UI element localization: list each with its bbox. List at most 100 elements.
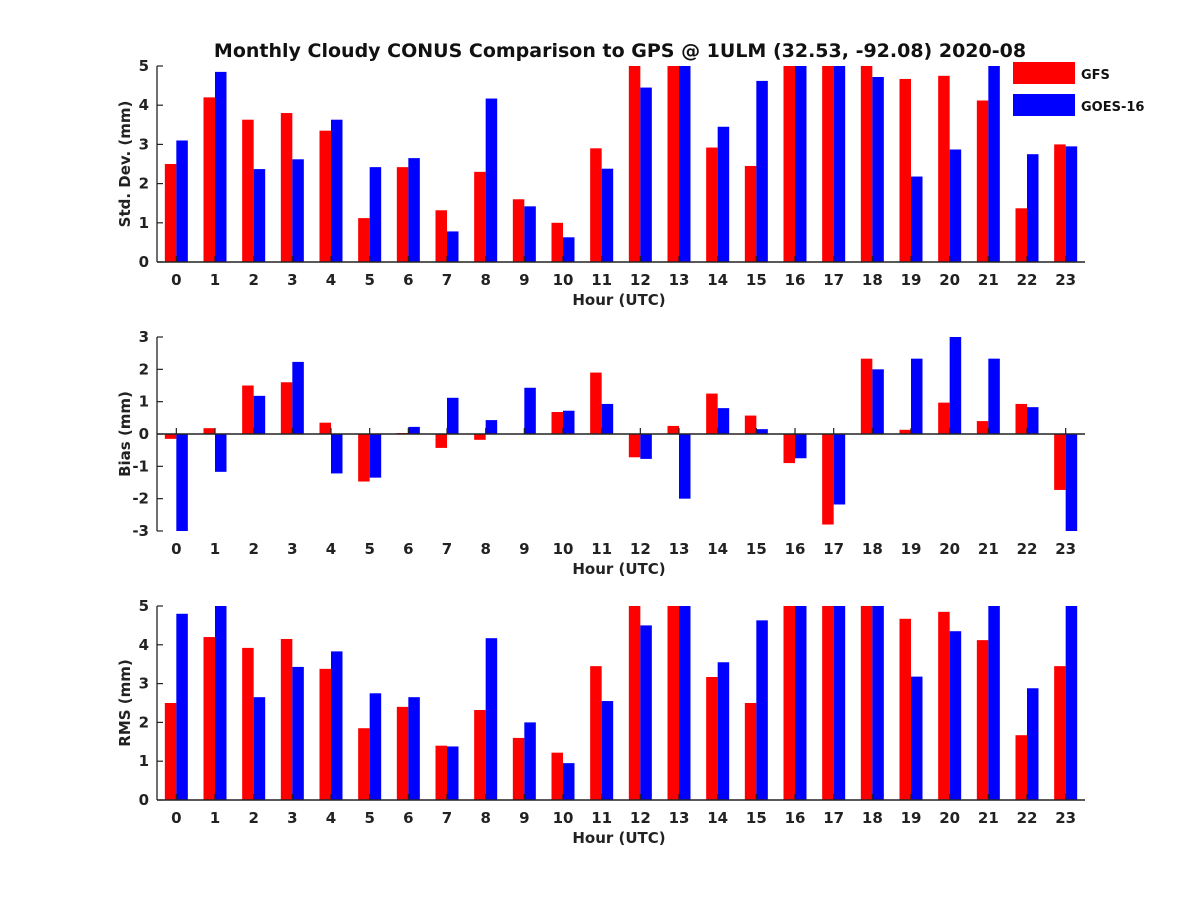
bias-bar-goes16-6: [408, 426, 420, 434]
rms-bar-gfs-4: [319, 668, 331, 800]
rms-xtick-label-12: 12: [630, 809, 651, 827]
bias-bar-gfs-10: [551, 412, 563, 434]
std-dev-bar-gfs-19: [899, 78, 911, 262]
std-dev-bar-goes16-20: [949, 149, 962, 262]
std-dev-xtick-label-4: 4: [326, 271, 336, 289]
rms-bar-goes16-6: [408, 697, 420, 800]
bias-bar-goes16-9: [524, 387, 536, 434]
std-dev-xtick-label-13: 13: [669, 271, 690, 289]
std-dev-xtick-label-17: 17: [823, 271, 844, 289]
std-dev-xtick-label-2: 2: [248, 271, 258, 289]
rms-bar-gfs-12: [628, 606, 641, 800]
std-dev-ytick-label-1: 1: [139, 214, 149, 232]
bias-bar-gfs-13: [667, 425, 679, 434]
rms-xtick-label-20: 20: [939, 809, 960, 827]
std-dev-bar-goes16-16: [795, 66, 807, 262]
rms-xtick-label-0: 0: [171, 809, 181, 827]
rms-xtick-label-23: 23: [1055, 809, 1076, 827]
bias-bar-goes16-18: [872, 369, 884, 434]
bias-bar-goes16-10: [563, 410, 575, 434]
bias-bar-goes16-8: [485, 420, 498, 434]
bias-bar-goes16-12: [640, 434, 652, 459]
std-dev-bar-gfs-14: [706, 147, 718, 262]
std-dev-bar-goes16-10: [563, 237, 575, 262]
rms-bar-goes16-12: [640, 625, 652, 800]
rms-bar-gfs-10: [551, 752, 563, 800]
std-dev-bar-goes16-1: [215, 71, 227, 262]
std-dev-bar-gfs-4: [319, 130, 331, 262]
bias-xtick-label-14: 14: [707, 540, 728, 558]
bias-bar-gfs-2: [242, 385, 254, 434]
bias-xtick-label-16: 16: [785, 540, 806, 558]
std-dev-bar-goes16-8: [485, 98, 498, 262]
bias-bar-goes16-0: [176, 434, 188, 531]
std-dev-xtick-label-7: 7: [442, 271, 452, 289]
bias-ytick-label-2: 2: [139, 360, 149, 378]
bias-xtick-label-21: 21: [978, 540, 999, 558]
rms-ylabel: RMS (mm): [116, 659, 134, 746]
rms-bar-goes16-10: [563, 763, 575, 800]
rms-bar-goes16-11: [601, 701, 614, 800]
std-dev-xtick-label-11: 11: [591, 271, 612, 289]
rms-bar-gfs-18: [860, 606, 873, 800]
legend-label-gfs: GFS: [1081, 68, 1110, 83]
bias-xtick-label-1: 1: [210, 540, 220, 558]
rms-xtick-label-1: 1: [210, 809, 220, 827]
std-dev-xtick-label-9: 9: [519, 271, 529, 289]
bias-bar-gfs-11: [590, 372, 602, 434]
std-dev-bar-gfs-23: [1054, 144, 1066, 262]
rms-bar-gfs-8: [474, 709, 486, 800]
bias-xtick-label-7: 7: [442, 540, 452, 558]
bias-bar-goes16-11: [601, 403, 614, 434]
rms-xlabel: Hour (UTC): [572, 829, 665, 847]
bias-bar-gfs-8: [474, 434, 486, 440]
bias-bar-gfs-1: [203, 428, 215, 434]
rms-xtick-label-11: 11: [591, 809, 612, 827]
bias-xtick-label-17: 17: [823, 540, 844, 558]
std-dev-xtick-label-12: 12: [630, 271, 651, 289]
std-dev-xtick-label-14: 14: [707, 271, 728, 289]
bias-bar-gfs-12: [628, 434, 641, 458]
std-dev-bar-goes16-3: [292, 159, 304, 262]
rms-bar-gfs-1: [203, 637, 215, 800]
rms-bar-goes16-14: [717, 662, 730, 800]
legend-label-goes16: GOES-16: [1081, 100, 1144, 115]
std-dev-bar-gfs-0: [164, 164, 177, 262]
std-dev-bar-goes16-4: [331, 119, 343, 262]
bias-bar-gfs-23: [1054, 434, 1066, 490]
std-dev-bar-goes16-13: [679, 66, 691, 262]
legend-swatch-gfs: [1013, 62, 1075, 84]
std-dev-xtick-label-20: 20: [939, 271, 960, 289]
std-dev-bar-goes16-5: [369, 167, 382, 262]
legend-swatch-goes16: [1013, 94, 1075, 116]
rms-xtick-label-7: 7: [442, 809, 452, 827]
std-dev-bar-gfs-10: [551, 222, 563, 262]
rms-bar-goes16-20: [949, 631, 962, 800]
std-dev-ytick-label-0: 0: [139, 253, 149, 271]
std-dev-bar-gfs-16: [783, 66, 795, 262]
bias-ytick-label--1: -1: [132, 457, 149, 475]
bias-bar-goes16-23: [1065, 434, 1078, 531]
std-dev-bar-goes16-0: [176, 140, 188, 262]
std-dev-bar-goes16-11: [601, 168, 614, 262]
bias-bar-goes16-14: [717, 408, 730, 434]
std-dev-bar-goes16-6: [408, 158, 420, 262]
rms-xtick-label-8: 8: [480, 809, 490, 827]
bias-xtick-label-12: 12: [630, 540, 651, 558]
bias-bar-gfs-17: [822, 434, 834, 525]
rms-xtick-label-13: 13: [669, 809, 690, 827]
rms-bar-gfs-3: [280, 638, 293, 800]
std-dev-bar-gfs-3: [280, 113, 293, 262]
rms-bar-gfs-23: [1054, 666, 1066, 800]
bias-bar-goes16-5: [369, 434, 382, 478]
bias-bar-gfs-21: [976, 421, 989, 434]
rms-bar-gfs-11: [590, 666, 602, 800]
bias-bar-goes16-17: [833, 434, 846, 505]
bias-bar-gfs-16: [783, 434, 795, 464]
rms-xtick-label-5: 5: [364, 809, 374, 827]
bias-xtick-label-10: 10: [553, 540, 574, 558]
rms-bar-gfs-9: [512, 737, 525, 800]
bias-bar-gfs-19: [899, 429, 911, 434]
